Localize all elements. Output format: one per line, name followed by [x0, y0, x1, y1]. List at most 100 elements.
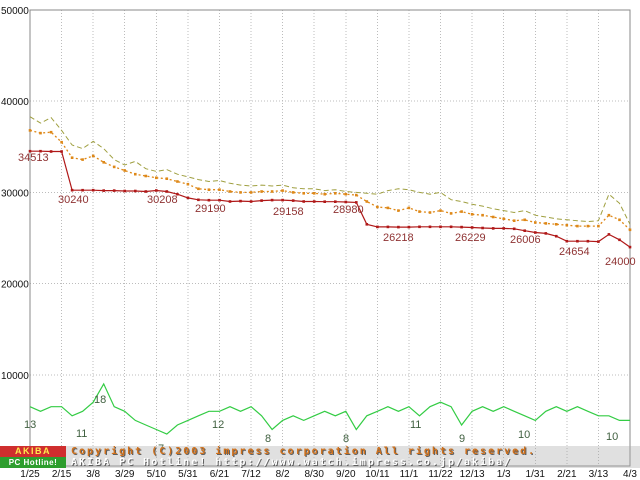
series-lowest-price-marker — [291, 199, 295, 202]
watermark-bar: AKIBA PC Hotline! Copyright (C)2003 impr… — [0, 446, 640, 468]
series-highest-price-line — [29, 116, 631, 225]
series-average-price-marker — [407, 206, 411, 210]
count-annotation: 10 — [518, 429, 530, 441]
series-lowest-price-marker — [523, 229, 526, 232]
series-lowest-price-marker — [249, 200, 253, 203]
series-average-price-marker — [481, 213, 484, 217]
x-axis-label: 5/10 — [147, 469, 167, 480]
count-annotation: 9 — [459, 433, 465, 445]
y-axis-label: 10000 — [1, 371, 29, 382]
x-axis-label: 1/25 — [20, 469, 40, 480]
price-annotation: 24000 — [605, 256, 636, 268]
x-axis-label: 4/3 — [623, 469, 637, 480]
count-annotation: 11 — [76, 428, 87, 440]
series-lowest-price-marker — [165, 190, 169, 193]
count-annotation: 8 — [343, 433, 349, 445]
series-average-price-marker — [365, 200, 369, 203]
series-lowest-price-marker — [218, 198, 221, 202]
series-average-price-marker — [249, 191, 253, 194]
series-lowest-price-marker — [302, 200, 305, 203]
series-average-price-marker — [344, 192, 348, 196]
series-average-price-marker — [155, 176, 158, 180]
series-lowest-price-line — [30, 150, 631, 248]
x-axis-label: 8/2 — [276, 469, 290, 480]
plot-frame — [29, 9, 631, 467]
price-annotation: 26006 — [510, 234, 541, 246]
price-annotation: 29190 — [195, 203, 226, 215]
copyright-text: Copyright (C)2003 impress corporation Al… — [66, 446, 536, 468]
y-axis-label: 50000 — [1, 6, 29, 17]
series-average-price-marker — [470, 213, 474, 216]
price-annotation: 34513 — [18, 152, 49, 164]
x-axis-label: 7/12 — [241, 469, 261, 480]
akiba-logo-top-badge: AKIBA — [0, 446, 66, 457]
price-annotation: 29158 — [273, 206, 304, 218]
series-lowest-price-marker — [260, 199, 263, 202]
series-average-price-marker — [218, 188, 221, 191]
series-average-price-marker — [39, 131, 42, 135]
price-annotation: 28980 — [333, 204, 364, 216]
price-annotation: 26229 — [455, 232, 486, 244]
series-lowest-price-marker — [397, 225, 400, 229]
series-lowest-price-marker — [334, 200, 337, 203]
count-annotation: 11 — [410, 419, 421, 431]
series-average-price-marker — [270, 190, 274, 193]
series-average-price-marker — [112, 165, 116, 169]
series-average-price-marker — [291, 191, 295, 194]
series-lowest-price-marker — [155, 189, 158, 192]
series-lowest-price-marker — [512, 227, 516, 231]
series-lowest-price-marker — [207, 198, 211, 202]
series-lowest-price-marker — [428, 225, 432, 229]
series-average-price-marker — [597, 224, 600, 228]
series-lowest-price-marker — [607, 233, 611, 236]
series-lowest-price-marker — [312, 200, 316, 203]
x-axis-label: 9/20 — [336, 469, 356, 480]
price-annotation: 30240 — [58, 194, 89, 206]
series-lowest-price-marker — [49, 150, 53, 153]
series-average-price-marker — [239, 191, 242, 194]
series-lowest-price-marker — [102, 189, 105, 192]
price-annotation: 24654 — [559, 246, 590, 258]
series-lowest-price-marker — [112, 189, 116, 192]
series-lowest-price-marker — [502, 227, 505, 230]
series-lowest-price-marker — [491, 227, 495, 230]
series-average-price-marker — [60, 140, 63, 144]
series-lowest-price-marker — [481, 226, 484, 230]
series-average-price-marker — [376, 205, 379, 209]
series-lowest-price-marker — [355, 201, 358, 204]
series-average-price-marker — [460, 210, 463, 213]
x-axis-label: 8/30 — [304, 469, 324, 480]
series-lowest-price-marker — [555, 234, 558, 238]
count-annotation: 10 — [606, 431, 618, 443]
series-lowest-price-marker — [407, 225, 411, 229]
x-axis-label: 10/11 — [365, 469, 390, 480]
series-average-price-marker — [418, 210, 421, 213]
series-average-price-marker — [449, 212, 453, 215]
series-average-price-marker — [144, 174, 148, 178]
series-lowest-price-marker — [176, 192, 179, 196]
series-lowest-price-marker — [60, 150, 63, 153]
series-average-price-marker — [91, 154, 95, 158]
series-average-price-marker — [439, 209, 442, 212]
x-axis-label: 3/13 — [589, 469, 609, 480]
series-lowest-price-marker — [418, 225, 421, 229]
x-axis-label: 1/3 — [497, 469, 511, 480]
series-average-price-marker — [607, 213, 611, 217]
series-lowest-price-marker — [123, 189, 126, 193]
series-average-price-marker — [502, 217, 505, 221]
series-lowest-price-marker — [628, 245, 632, 249]
y-axis-label: 40000 — [1, 97, 29, 108]
series-average-price-marker — [312, 192, 316, 195]
series-average-price-marker — [207, 188, 211, 191]
series-average-price-marker — [386, 206, 390, 210]
series-lowest-price-marker — [144, 190, 148, 193]
series-average-price-marker — [555, 223, 558, 226]
x-axis-label: 5/31 — [178, 469, 198, 480]
series-lowest-price-marker — [576, 239, 579, 243]
series-average-price-marker — [102, 161, 105, 164]
series-average-price-marker — [523, 218, 526, 222]
series-lowest-price-marker — [365, 223, 369, 226]
series-average-price-marker — [134, 172, 137, 176]
x-axis-label: 11/1 — [400, 469, 419, 480]
